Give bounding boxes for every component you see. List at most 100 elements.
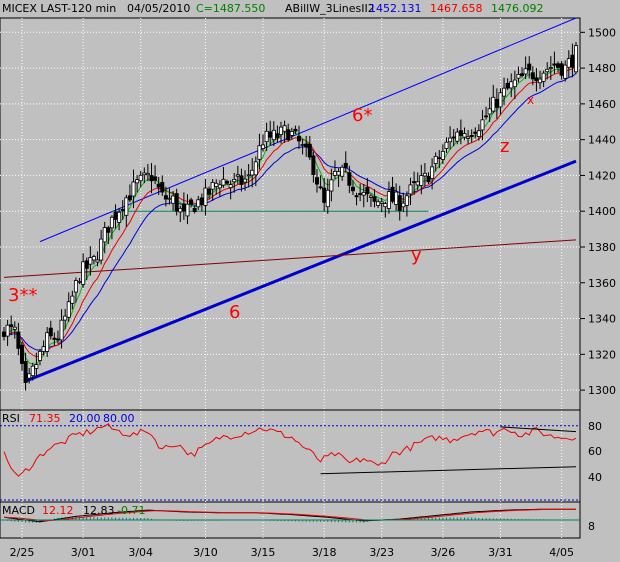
y-tick-label: 1480 bbox=[588, 62, 616, 75]
candle-body bbox=[372, 196, 377, 202]
candle-body bbox=[48, 327, 53, 337]
candle-body bbox=[5, 324, 10, 337]
candle-body bbox=[178, 207, 183, 213]
candle-body bbox=[196, 199, 201, 208]
annotation-6-upper: 6* bbox=[352, 105, 372, 126]
candle-body bbox=[286, 129, 291, 141]
x-tick-label: 3/31 bbox=[488, 546, 513, 559]
candle-body bbox=[473, 131, 478, 134]
candle-body bbox=[189, 199, 194, 205]
x-tick-label: 3/10 bbox=[193, 546, 218, 559]
candle-body bbox=[455, 131, 460, 142]
candle-body bbox=[404, 195, 409, 206]
candle-body bbox=[210, 182, 215, 190]
candle-body bbox=[336, 171, 341, 176]
x-tick-label: 3/04 bbox=[128, 546, 153, 559]
trend-y-line bbox=[3, 239, 577, 278]
candle-body bbox=[59, 319, 64, 341]
candle-body bbox=[422, 172, 427, 177]
candle-body bbox=[268, 131, 273, 138]
candle-body bbox=[559, 63, 564, 76]
candle-body bbox=[566, 58, 571, 68]
candle-body bbox=[509, 81, 514, 89]
candle-body bbox=[95, 259, 100, 263]
candle-body bbox=[448, 137, 453, 143]
candle-body bbox=[548, 67, 553, 69]
line3-value: 1476.092 bbox=[491, 2, 544, 15]
annotation-z: z bbox=[500, 136, 509, 157]
candle-body bbox=[217, 184, 222, 189]
candle-body bbox=[502, 87, 507, 97]
y-tick-label: 1340 bbox=[588, 313, 616, 326]
candle-body bbox=[138, 174, 143, 182]
candle-body bbox=[23, 361, 28, 383]
candle-body bbox=[120, 208, 125, 211]
y-tick-label: 1420 bbox=[588, 169, 616, 182]
candle-body bbox=[232, 179, 237, 183]
candle-body bbox=[185, 203, 190, 217]
candle-body bbox=[2, 331, 7, 337]
candle-body bbox=[117, 211, 122, 223]
candle-body bbox=[480, 119, 485, 131]
candle-body bbox=[264, 130, 269, 143]
candle-body bbox=[487, 108, 492, 115]
annotation-6-lower: 6 bbox=[229, 302, 240, 323]
candle-body bbox=[16, 331, 21, 349]
candle-body bbox=[394, 191, 399, 205]
candle-body bbox=[476, 130, 481, 137]
candle-body bbox=[318, 186, 323, 189]
x-tick-label: 3/18 bbox=[312, 546, 337, 559]
candle-body bbox=[99, 238, 104, 261]
candle-body bbox=[171, 195, 176, 204]
macd-value-3: -0.71 bbox=[117, 504, 145, 517]
line2-value: 1467.658 bbox=[430, 2, 483, 15]
x-tick-label: 3/23 bbox=[369, 546, 394, 559]
candle-body bbox=[174, 193, 179, 212]
candle-body bbox=[81, 261, 86, 285]
annotation-3: 3** bbox=[8, 285, 37, 306]
y-tick-label: 1380 bbox=[588, 241, 616, 254]
candle-body bbox=[63, 315, 68, 321]
candle-body bbox=[41, 346, 46, 352]
candle-body bbox=[55, 338, 60, 341]
candle-body bbox=[365, 187, 370, 195]
candle-body bbox=[570, 54, 575, 68]
y-tick-label: 1300 bbox=[588, 384, 616, 397]
candle-body bbox=[52, 337, 57, 340]
candle-body bbox=[199, 197, 204, 206]
candle-body bbox=[304, 143, 309, 148]
candle-body bbox=[354, 195, 359, 198]
candle-body bbox=[127, 195, 132, 201]
y-tick-label: 1400 bbox=[588, 205, 616, 218]
support-trend-line bbox=[25, 159, 577, 383]
candle-body bbox=[379, 201, 384, 204]
date-label: 04/05/2010 bbox=[127, 2, 190, 15]
symbol-label: MICEX LAST-120 min bbox=[2, 2, 116, 15]
candle-body bbox=[253, 161, 258, 176]
candle-body bbox=[246, 174, 251, 177]
candle-body bbox=[153, 176, 158, 181]
candle-body bbox=[368, 195, 373, 198]
candle-body bbox=[322, 187, 327, 203]
rsi-trend-line bbox=[320, 466, 577, 475]
x-tick-label: 3/15 bbox=[251, 546, 276, 559]
candle-body bbox=[386, 191, 391, 209]
macd-tick-8: 8 bbox=[588, 520, 595, 533]
candle-body bbox=[289, 131, 294, 136]
y-tick-label: 1320 bbox=[588, 348, 616, 361]
annotation-x: x bbox=[527, 93, 534, 107]
candle-body bbox=[458, 130, 463, 136]
rsi-high: 80.00 bbox=[103, 412, 135, 425]
candle-body bbox=[145, 173, 150, 176]
candle-body bbox=[383, 203, 388, 208]
candle-body bbox=[444, 141, 449, 149]
candle-body bbox=[498, 92, 503, 108]
candle-body bbox=[91, 256, 96, 261]
candle-body bbox=[534, 77, 539, 82]
candle-body bbox=[520, 73, 525, 77]
candle-body bbox=[34, 364, 39, 369]
candle-body bbox=[156, 183, 161, 188]
candle-body bbox=[350, 186, 355, 192]
channel-upper-line bbox=[39, 17, 577, 243]
candle-body bbox=[325, 189, 330, 208]
